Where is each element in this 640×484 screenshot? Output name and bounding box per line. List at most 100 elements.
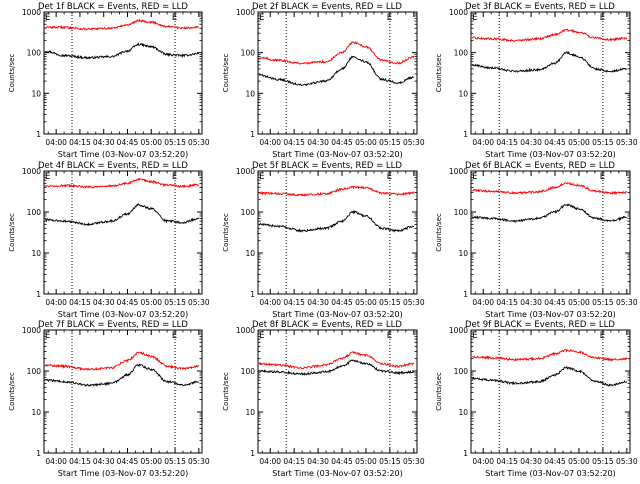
e-marker: E xyxy=(259,172,264,182)
x-tick-label: 05:00 xyxy=(355,298,377,307)
y-axis-label: Counts/sec xyxy=(435,213,443,252)
x-tick-label: 04:30 xyxy=(520,298,542,307)
x-tick-label: 04:15 xyxy=(69,457,91,466)
y-tick-label: 10 xyxy=(458,89,468,98)
events-series-line xyxy=(471,366,628,387)
x-tick-label: 04:45 xyxy=(544,457,566,466)
y-tick-label: 1 xyxy=(463,290,468,299)
x-tick-label: 04:00 xyxy=(45,457,67,466)
lld-series-line xyxy=(45,18,199,31)
lld-series-line xyxy=(258,40,415,66)
x-tick-label: 05:15 xyxy=(164,138,186,147)
x-axis-label: Start Time (03-Nov-07 03:52:20) xyxy=(485,150,615,159)
x-tick-label: 04:45 xyxy=(544,138,566,147)
lld-series-line xyxy=(471,181,627,196)
x-tick-label: 04:00 xyxy=(259,138,281,147)
y-tick-label: 1 xyxy=(463,449,468,458)
y-axis-label: Counts/sec xyxy=(8,54,16,93)
x-tick-label: 04:15 xyxy=(496,457,518,466)
x-tick-label: 05:30 xyxy=(616,138,638,147)
y-axis-label: Counts/sec xyxy=(222,372,230,411)
y-tick-label: 10 xyxy=(31,89,41,98)
e-marker: E xyxy=(387,13,392,23)
x-tick-label: 04:00 xyxy=(45,138,67,147)
events-series-line xyxy=(44,363,199,387)
y-tick-label: 10 xyxy=(245,249,255,258)
y-tick-label: 1 xyxy=(36,130,41,139)
y-tick-label: 100 xyxy=(241,367,256,376)
x-tick-label: 05:15 xyxy=(379,138,401,147)
x-tick-label: 05:15 xyxy=(379,298,401,307)
plot-frame xyxy=(257,170,418,295)
x-tick-label: 04:15 xyxy=(283,298,305,307)
x-tick-label: 04:00 xyxy=(259,298,281,307)
detector-panel: Det 1f BLACK = Events, RED = LLD Counts/s… xyxy=(8,2,210,159)
y-tick-label: 100 xyxy=(241,208,256,217)
y-tick-label: 100 xyxy=(241,49,256,58)
detector-panel: Det 9f BLACK = Events, RED = LLD Counts/s… xyxy=(435,320,638,478)
x-tick-label: 04:15 xyxy=(496,298,518,307)
x-tick-label: 04:15 xyxy=(69,138,91,147)
e-marker: E xyxy=(600,13,605,23)
e-marker: E xyxy=(45,331,50,341)
y-tick-label: 1000 xyxy=(236,326,255,335)
y-tick-label: 10 xyxy=(458,408,468,417)
y-tick-label: 1 xyxy=(463,130,468,139)
e-marker: E xyxy=(172,331,177,341)
plot-frame xyxy=(470,329,631,454)
e-marker: E xyxy=(472,13,477,23)
y-tick-label: 1 xyxy=(250,449,255,458)
e-marker: E xyxy=(259,331,264,341)
y-tick-label: 10 xyxy=(31,249,41,258)
detector-panel: Det 3f BLACK = Events, RED = LLD Counts/s… xyxy=(435,2,638,159)
x-axis-label: Start Time (03-Nov-07 03:52:20) xyxy=(272,150,402,159)
x-tick-label: 05:15 xyxy=(592,298,614,307)
x-axis-label: Start Time (03-Nov-07 03:52:20) xyxy=(272,310,402,319)
x-tick-label: 04:30 xyxy=(93,138,115,147)
x-tick-label: 04:45 xyxy=(117,457,139,466)
x-tick-label: 04:30 xyxy=(307,457,329,466)
x-tick-label: 04:30 xyxy=(93,298,115,307)
x-tick-label: 05:30 xyxy=(616,298,638,307)
y-tick-label: 100 xyxy=(27,208,42,217)
e-marker: E xyxy=(387,172,392,182)
y-tick-label: 1000 xyxy=(449,326,468,335)
x-axis-label: Start Time (03-Nov-07 03:52:20) xyxy=(485,469,615,478)
x-tick-label: 05:15 xyxy=(164,457,186,466)
x-tick-label: 04:30 xyxy=(93,457,115,466)
detector-panel: Det 6f BLACK = Events, RED = LLD Counts/s… xyxy=(435,161,638,319)
x-tick-label: 05:15 xyxy=(592,457,614,466)
y-tick-label: 1000 xyxy=(449,167,468,176)
x-axis-label: Start Time (03-Nov-07 03:52:20) xyxy=(58,310,188,319)
lld-series-line xyxy=(472,349,628,362)
e-marker: E xyxy=(45,13,50,23)
y-tick-label: 1 xyxy=(250,290,255,299)
x-tick-label: 04:15 xyxy=(496,138,518,147)
x-tick-label: 04:00 xyxy=(472,298,494,307)
panel-title: Det 2f BLACK = Events, RED = LLD xyxy=(252,2,402,12)
y-tick-label: 1000 xyxy=(22,326,41,335)
panel-title: Det 7f BLACK = Events, RED = LLD xyxy=(38,320,188,330)
x-tick-label: 04:45 xyxy=(331,457,353,466)
x-tick-label: 04:45 xyxy=(544,298,566,307)
plot-frame xyxy=(43,11,203,135)
x-tick-label: 05:30 xyxy=(403,138,425,147)
x-tick-label: 05:00 xyxy=(568,457,590,466)
y-axis-label: Counts/sec xyxy=(222,213,230,252)
y-tick-label: 10 xyxy=(245,89,255,98)
x-tick-label: 05:30 xyxy=(403,298,425,307)
x-tick-label: 04:30 xyxy=(520,457,542,466)
events-series-line xyxy=(471,50,628,73)
e-marker: E xyxy=(472,172,477,182)
y-tick-label: 100 xyxy=(454,367,469,376)
e-marker: E xyxy=(45,172,50,182)
e-marker: E xyxy=(600,172,605,182)
x-tick-label: 05:30 xyxy=(188,138,210,147)
x-tick-label: 04:00 xyxy=(472,138,494,147)
detector-panel: Det 2f BLACK = Events, RED = LLD Counts/s… xyxy=(222,2,425,159)
x-tick-label: 04:00 xyxy=(472,457,494,466)
x-axis-label: Start Time (03-Nov-07 03:52:20) xyxy=(272,469,402,478)
x-tick-label: 04:30 xyxy=(307,298,329,307)
events-series-line xyxy=(258,359,415,376)
